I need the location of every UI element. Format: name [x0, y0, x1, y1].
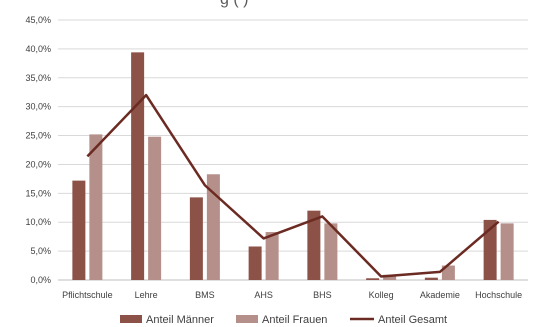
y-tick-label: 20,0% — [25, 159, 51, 169]
bar-maenner — [189, 197, 203, 280]
y-tick-label: 15,0% — [25, 188, 51, 198]
bar-maenner — [366, 278, 380, 280]
gridlines — [58, 19, 528, 281]
x-category-label: Pflichtschule — [62, 290, 113, 300]
x-axis-labels: Pflichtschule Lehre BMS AHS BHS Kolleg Akademi… — [62, 290, 522, 300]
x-category-label: BMS — [195, 290, 215, 300]
y-tick-label: 25,0% — [25, 131, 51, 141]
bar-frauen — [89, 134, 103, 280]
bar-frauen — [148, 136, 162, 280]
y-tick-label: 10,0% — [25, 217, 51, 227]
x-category-label: BHS — [313, 290, 332, 300]
y-tick-label: 35,0% — [25, 73, 51, 83]
legend-label-maenner: Anteil Männer — [146, 314, 214, 326]
total-line — [86, 93, 500, 278]
chart-title-fragment: g ( ) — [220, 0, 248, 8]
y-axis-ticks: 0,0% 5,0% 10,0% 15,0% 20,0% 25,0% 30,0% 35,0% 40… — [25, 15, 51, 285]
y-tick-label: 30,0% — [25, 102, 51, 112]
legend: Anteil Männer Anteil Frauen Anteil Gesam… — [120, 314, 447, 326]
bar-frauen — [206, 174, 220, 280]
legend-swatch-maenner — [120, 315, 142, 323]
bar-maenner — [483, 219, 497, 280]
bars — [72, 52, 514, 280]
x-category-label: Akademie — [420, 290, 460, 300]
y-tick-label: 0,0% — [30, 275, 51, 285]
bar-frauen — [383, 274, 397, 280]
bar-maenner — [424, 277, 438, 280]
legend-label-gesamt: Anteil Gesamt — [378, 314, 447, 326]
bar-maenner — [307, 210, 321, 280]
bar-frauen — [441, 265, 455, 280]
y-tick-label: 45,0% — [25, 15, 51, 25]
legend-label-frauen: Anteil Frauen — [262, 314, 327, 326]
x-category-label: Hochschule — [475, 290, 522, 300]
bar-frauen — [324, 223, 338, 280]
bar-maenner — [131, 52, 145, 280]
y-tick-label: 5,0% — [30, 246, 51, 256]
x-category-label: Lehre — [135, 290, 158, 300]
bar-frauen — [500, 223, 514, 280]
legend-swatch-frauen — [236, 315, 258, 323]
line-gesamt — [86, 93, 500, 278]
y-tick-label: 40,0% — [25, 44, 51, 54]
bar-frauen — [265, 232, 279, 280]
x-category-label: Kolleg — [369, 290, 394, 300]
bar-maenner — [72, 180, 86, 280]
x-category-label: AHS — [254, 290, 273, 300]
bar-maenner — [248, 246, 262, 280]
